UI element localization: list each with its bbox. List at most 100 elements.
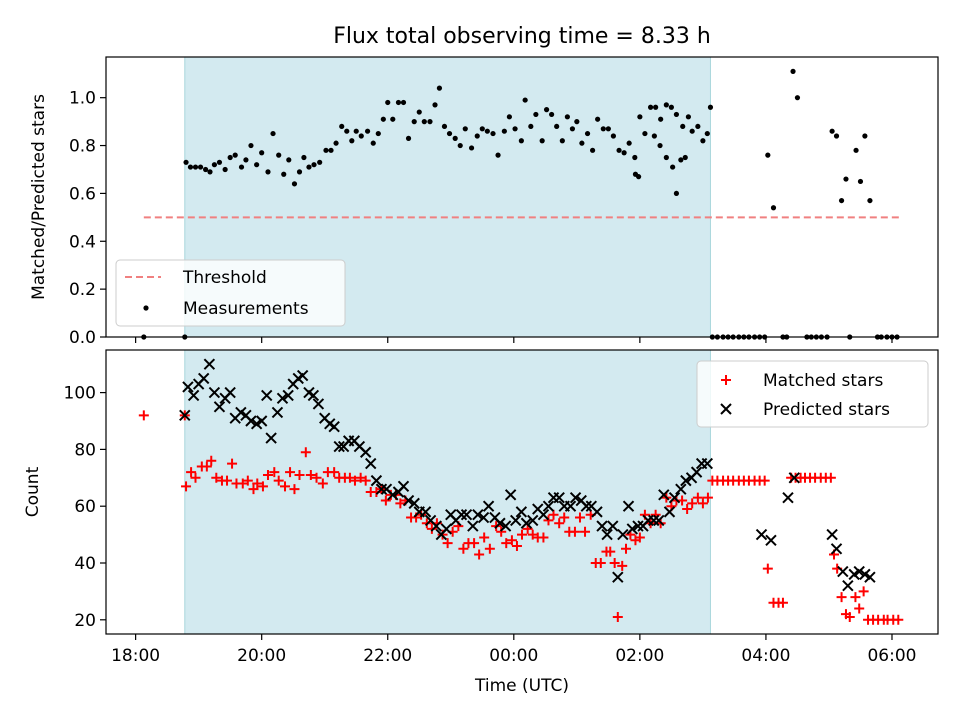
measurement-point [479, 126, 485, 132]
matched-point [496, 526, 507, 537]
measurement-point [457, 142, 463, 149]
predicted-point [504, 489, 517, 501]
matched-point [349, 475, 360, 486]
measurement-point [829, 128, 835, 134]
matched-point [538, 532, 549, 543]
measurement-point [670, 164, 676, 170]
x-tick-label: 04:00 [741, 646, 790, 666]
matched-point [181, 481, 192, 492]
legend: Threshold Measurements [115, 259, 346, 327]
series-matched-stars [138, 410, 904, 625]
measurement-point [506, 114, 512, 120]
matched-point [190, 472, 201, 483]
predicted-point [328, 420, 340, 433]
y-axis-label: Matched/Predicted stars [29, 94, 49, 300]
predicted-point [261, 389, 273, 402]
matched-point [858, 586, 869, 597]
matched-point [595, 558, 606, 568]
y-tick-label: 0.2 [69, 280, 96, 300]
matched-point [360, 475, 371, 486]
measurement-point [838, 197, 845, 204]
matched-point [329, 467, 340, 478]
matched-point [682, 504, 693, 515]
measurement-point [605, 126, 611, 132]
predicted-point [569, 491, 582, 504]
series-predicted-stars [179, 358, 876, 592]
x-tick-label: 00:00 [489, 646, 538, 666]
series-measurements [141, 68, 900, 340]
measurement-point [364, 128, 371, 134]
predicted-point [467, 520, 479, 532]
matched-point [548, 509, 559, 520]
predicted-point [830, 543, 843, 555]
predicted-point [482, 500, 495, 512]
predicted-point [245, 415, 257, 427]
predicted-point [494, 517, 506, 529]
predicted-point [312, 398, 325, 410]
matched-point [257, 481, 268, 492]
predicted-point [307, 389, 320, 402]
measurement-point [663, 154, 669, 161]
measurement-point [790, 68, 796, 74]
measurement-point [512, 126, 518, 132]
y-tick-label: 20 [74, 611, 96, 631]
matched-point [850, 592, 861, 603]
observing-span [184, 349, 711, 635]
matched-point [380, 495, 391, 506]
matched-point [609, 558, 620, 568]
predicted-point [826, 528, 838, 541]
predicted-point [472, 509, 484, 521]
measurement-point [281, 171, 287, 177]
predicted-point [387, 489, 399, 501]
matched-point [527, 529, 538, 540]
matched-point [311, 472, 322, 483]
axes-frame [105, 56, 939, 338]
matched-point [317, 478, 328, 489]
measurement-point [653, 104, 659, 110]
legend-box [696, 360, 929, 428]
predicted-point [663, 506, 676, 518]
measurement-point [678, 157, 684, 163]
measurement-point [211, 162, 218, 168]
predicted-point [276, 392, 289, 404]
legend-predicted-swatch [720, 403, 732, 415]
measurement-point [765, 152, 771, 158]
y-tick-label: 100 [64, 384, 96, 404]
measurement-point [595, 116, 601, 122]
predicted-point [265, 432, 277, 444]
matched-point [458, 543, 469, 554]
measurement-point [405, 135, 412, 141]
matched-point [893, 614, 904, 625]
measurement-point [202, 166, 209, 173]
predicted-point [509, 514, 522, 527]
predicted-point [553, 491, 565, 504]
predicted-point [408, 497, 420, 510]
measurement-point [432, 102, 438, 108]
measurement-point [462, 126, 468, 132]
measurement-point [707, 104, 714, 110]
measurement-point [323, 147, 329, 153]
measurement-point [549, 111, 555, 118]
predicted-point [296, 369, 309, 382]
measurement-point [610, 133, 616, 139]
measurement-point [651, 133, 657, 139]
predicted-point [179, 409, 191, 422]
predicted-point [455, 509, 468, 521]
measurement-point [427, 119, 433, 125]
measurement-point [265, 169, 271, 175]
predicted-point [626, 523, 639, 535]
measurement-point [421, 119, 427, 125]
measurement-point [564, 114, 570, 120]
predicted-point [520, 517, 533, 529]
predicted-point [224, 386, 236, 399]
matched-point [697, 498, 708, 509]
measurement-point [616, 147, 622, 153]
measurement-point [700, 138, 706, 144]
measurement-point [490, 130, 496, 137]
measurement-point [291, 181, 298, 187]
matched-point [569, 526, 580, 537]
measurement-point [862, 133, 868, 139]
measurement-point [673, 190, 680, 197]
x-tick-label: 22:00 [363, 646, 412, 666]
measurement-point [501, 128, 507, 134]
